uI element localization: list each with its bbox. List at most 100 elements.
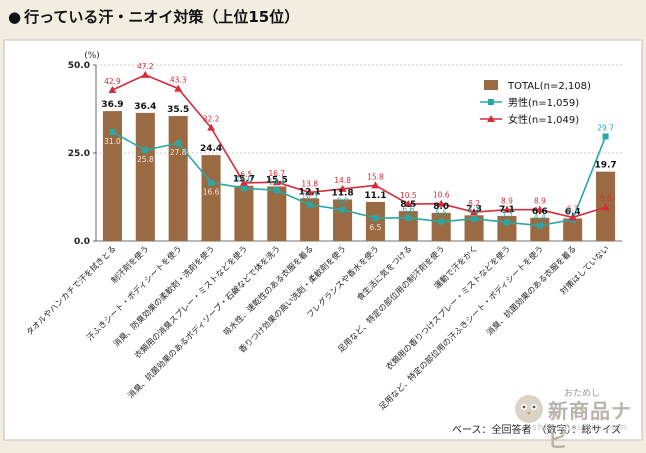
- legend-swatch-total: [484, 80, 498, 90]
- label-female: 42.9: [104, 77, 121, 86]
- bird-logo-icon: [515, 395, 543, 423]
- point-female: [404, 200, 413, 208]
- label-female: 8.9: [501, 197, 513, 206]
- logo-main-text: 新商品ナビ: [548, 399, 632, 452]
- label-total: 35.5: [167, 105, 189, 115]
- site-logo: おためし 新商品ナビ shin-shouhin.com: [512, 386, 640, 452]
- point-male: [109, 128, 116, 135]
- label-female: 8.9: [534, 197, 546, 206]
- point-male: [405, 214, 412, 221]
- label-total: 36.9: [101, 100, 123, 110]
- point-female: [502, 205, 511, 213]
- label-male: 5.3: [501, 209, 513, 218]
- footnote: ベース：全回答者 （数字）：総サイズ: [452, 425, 622, 436]
- label-total: 8.5: [400, 200, 416, 210]
- point-female: [174, 84, 183, 92]
- label-total: 11.8: [331, 188, 353, 198]
- label-male: 27.8: [170, 148, 187, 157]
- label-total: 15.7: [233, 175, 255, 185]
- label-male: 25.8: [137, 155, 154, 164]
- point-male: [536, 222, 543, 229]
- point-female: [338, 184, 347, 192]
- label-total: 8.0: [433, 202, 449, 212]
- y-tick-label: 50.0: [68, 61, 90, 71]
- label-total: 11.1: [364, 191, 386, 201]
- bar-total: [563, 218, 583, 241]
- label-total: 6.4: [565, 207, 581, 217]
- bar-total: [234, 185, 254, 241]
- label-female: 6.7: [567, 204, 579, 213]
- bar-total: [102, 111, 122, 241]
- legend-label: TOTAL(n=2,108): [507, 81, 591, 92]
- label-male: 6.3: [468, 206, 480, 215]
- label-male: 4.4: [534, 213, 546, 222]
- point-female: [371, 181, 380, 189]
- label-female: 8.2: [468, 199, 480, 208]
- point-female: [108, 85, 117, 93]
- label-male: 10.3: [301, 192, 318, 201]
- label-total: 6.6: [532, 207, 548, 217]
- legend-label: 男性(n=1,059): [508, 96, 579, 109]
- line-female: [112, 73, 606, 219]
- label-male: 8.9: [337, 197, 349, 206]
- point-male: [142, 147, 149, 154]
- legend-marker-male: [488, 99, 494, 105]
- point-male: [372, 215, 379, 222]
- label-male: 29.7: [597, 123, 614, 132]
- title-text: 行っている汗・ニオイ対策（上位15位）: [24, 8, 300, 26]
- label-total: 36.4: [134, 102, 156, 112]
- point-female: [239, 178, 248, 186]
- bar-total: [201, 155, 221, 241]
- label-male: 6.5: [369, 223, 381, 232]
- point-male: [306, 201, 313, 208]
- logo-url-text: shin-shouhin.com: [532, 423, 628, 433]
- label-female: 14.8: [334, 176, 351, 185]
- point-male: [438, 218, 445, 225]
- bar-total: [464, 215, 484, 241]
- label-female: 47.2: [137, 62, 154, 71]
- label-female: 43.3: [170, 76, 187, 85]
- bar-total: [333, 199, 353, 241]
- label-total: 15.5: [266, 175, 288, 185]
- point-female: [207, 123, 216, 131]
- legend-label: 女性(n=1,049): [508, 113, 579, 126]
- label-male: 14.4: [268, 177, 285, 186]
- page-title: ● 行っている汗・ニオイ対策（上位15位）: [8, 6, 299, 27]
- point-male: [208, 179, 215, 186]
- logo-small-text: おためし: [564, 389, 601, 399]
- y-unit-label: (%): [84, 51, 100, 61]
- point-male: [273, 187, 280, 194]
- bar-total: [300, 198, 320, 241]
- label-total: 12.1: [299, 187, 321, 197]
- line-male: [112, 131, 607, 227]
- point-female: [601, 203, 610, 211]
- label-male: 6.1: [567, 207, 579, 216]
- bar-total: [168, 116, 188, 241]
- label-male: 6.6: [402, 205, 414, 214]
- label-male: 15.0: [236, 175, 253, 184]
- point-male: [175, 140, 182, 147]
- point-female: [141, 70, 150, 78]
- bar-total: [431, 212, 451, 241]
- bar-total: [365, 201, 385, 241]
- label-total: 7.3: [466, 204, 482, 214]
- label-female: 15.8: [367, 172, 384, 181]
- point-male: [503, 219, 510, 226]
- point-female: [470, 208, 479, 216]
- point-female: [272, 178, 281, 186]
- label-female: 32.2: [203, 115, 220, 124]
- y-tick-label: 0.0: [74, 237, 90, 247]
- point-female: [535, 205, 544, 213]
- point-male: [471, 215, 478, 222]
- label-male: 5.5: [435, 209, 447, 218]
- label-total: 24.4: [200, 144, 222, 154]
- point-female: [568, 213, 577, 221]
- point-male: [602, 133, 609, 140]
- label-female: 10.5: [400, 191, 417, 200]
- point-male: [240, 185, 247, 192]
- label-male: 31.0: [104, 137, 121, 146]
- label-female: 13.8: [301, 179, 318, 188]
- bar-total: [530, 217, 550, 241]
